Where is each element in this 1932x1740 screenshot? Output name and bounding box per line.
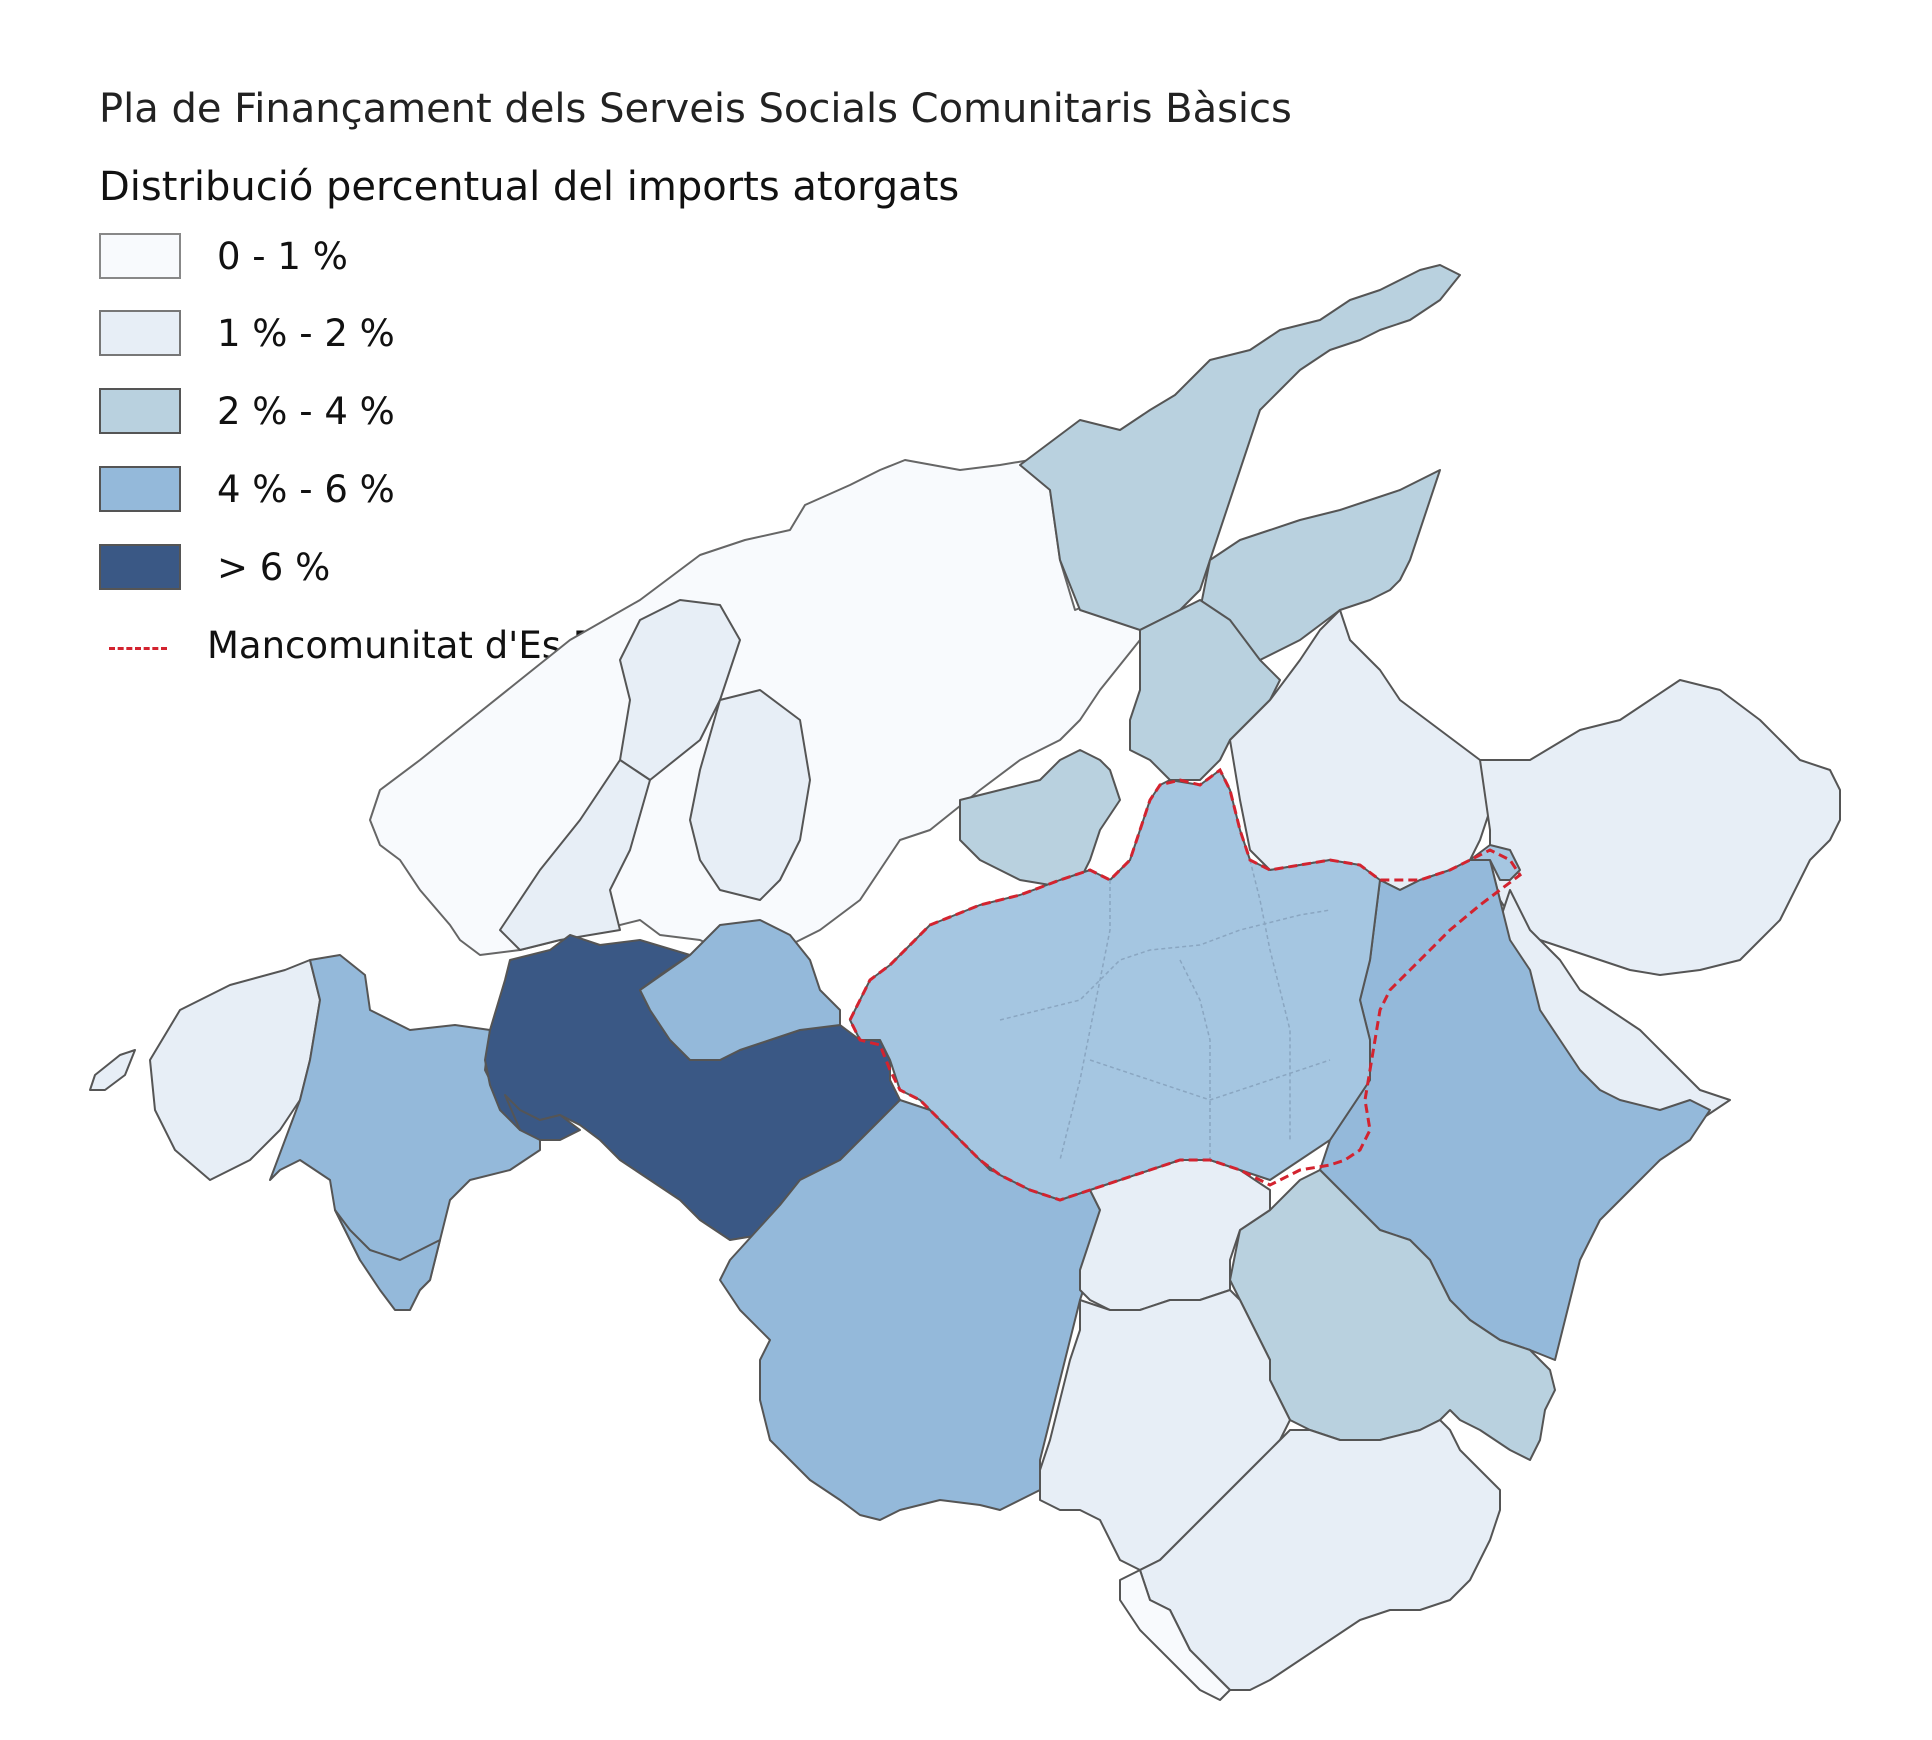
legend-title: Distribució percentual del imports atorg… — [99, 164, 960, 210]
municipality-region — [689, 689, 811, 901]
legend-swatch — [99, 544, 181, 590]
mancomunitat-boundary — [848, 767, 1523, 1202]
legend-label: 4 % - 6 % — [217, 468, 395, 511]
municipality-region — [639, 919, 841, 1061]
municipality-region — [89, 1049, 136, 1091]
municipality-region — [504, 1094, 581, 1141]
municipality-region — [334, 1209, 441, 1311]
legend-label: 0 - 1 % — [217, 235, 348, 278]
municipality-region — [499, 759, 651, 951]
legend-swatch — [99, 466, 181, 512]
municipality-region — [1319, 859, 1711, 1361]
dashed-line-symbol — [109, 647, 167, 650]
legend-label: > 6 % — [217, 546, 331, 589]
legend-swatch — [99, 233, 181, 279]
municipality-region — [1469, 844, 1521, 881]
legend-swatch — [99, 388, 181, 434]
map-title: Pla de Finançament dels Serveis Socials … — [99, 86, 1292, 132]
legend-label: 1 % - 2 % — [217, 312, 395, 355]
municipality-region — [149, 959, 321, 1181]
legend-swatch — [99, 310, 181, 356]
municipality-region — [1479, 679, 1841, 976]
municipality-region — [1119, 1569, 1231, 1701]
municipality-region — [619, 599, 741, 781]
legend-label: 2 % - 4 % — [217, 390, 395, 433]
municipality-region — [959, 749, 1121, 886]
